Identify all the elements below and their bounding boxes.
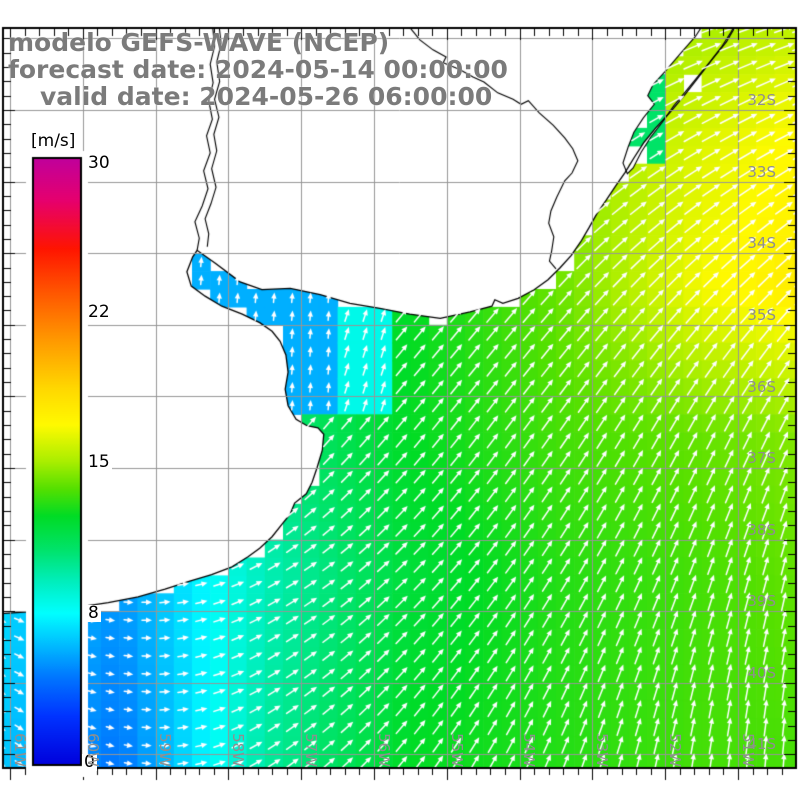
valid-date-label: valid date: 2024-05-26 06:00:00: [40, 82, 493, 111]
lat-label-36s: 36S: [747, 378, 776, 396]
lon-label-51w: 51W: [739, 733, 757, 767]
lon-label-57w: 57W: [302, 733, 320, 767]
lon-label-60w: 60W: [84, 733, 102, 767]
colorbar-tick-15: 15: [86, 452, 112, 472]
lon-label-59w: 59W: [156, 733, 174, 767]
lat-label-40s: 40S: [747, 664, 776, 682]
lat-label-41s: 41S: [747, 735, 776, 753]
model-title: modelo GEFS-WAVE (NCEP): [8, 28, 390, 57]
lon-label-56w: 56W: [375, 733, 393, 767]
lon-label-52w: 52W: [666, 733, 684, 767]
lat-label-38s: 38S: [747, 521, 776, 539]
lat-label-33s: 33S: [747, 163, 776, 181]
lat-label-37s: 37S: [747, 449, 776, 467]
forecast-date-label: forecast date: 2024-05-14 00:00:00: [8, 55, 508, 84]
lat-label-32s: 32S: [747, 91, 776, 109]
lon-label-61w: 61W: [11, 733, 29, 767]
lon-label-54w: 54W: [520, 733, 538, 767]
lon-label-55w: 55W: [448, 733, 466, 767]
colorbar-tick-8: 8: [86, 603, 101, 623]
colorbar-tick-0: 0: [82, 752, 97, 772]
lat-label-39s: 39S: [747, 592, 776, 610]
colorbar-tick-30: 30: [86, 153, 112, 173]
colorbar-tick-22: 22: [86, 302, 112, 322]
colorbar-unit-label: [m/s]: [29, 131, 78, 151]
lon-label-58w: 58W: [229, 733, 247, 767]
lon-label-53w: 53W: [593, 733, 611, 767]
lat-label-34s: 34S: [747, 234, 776, 252]
lat-label-35s: 35S: [747, 306, 776, 324]
